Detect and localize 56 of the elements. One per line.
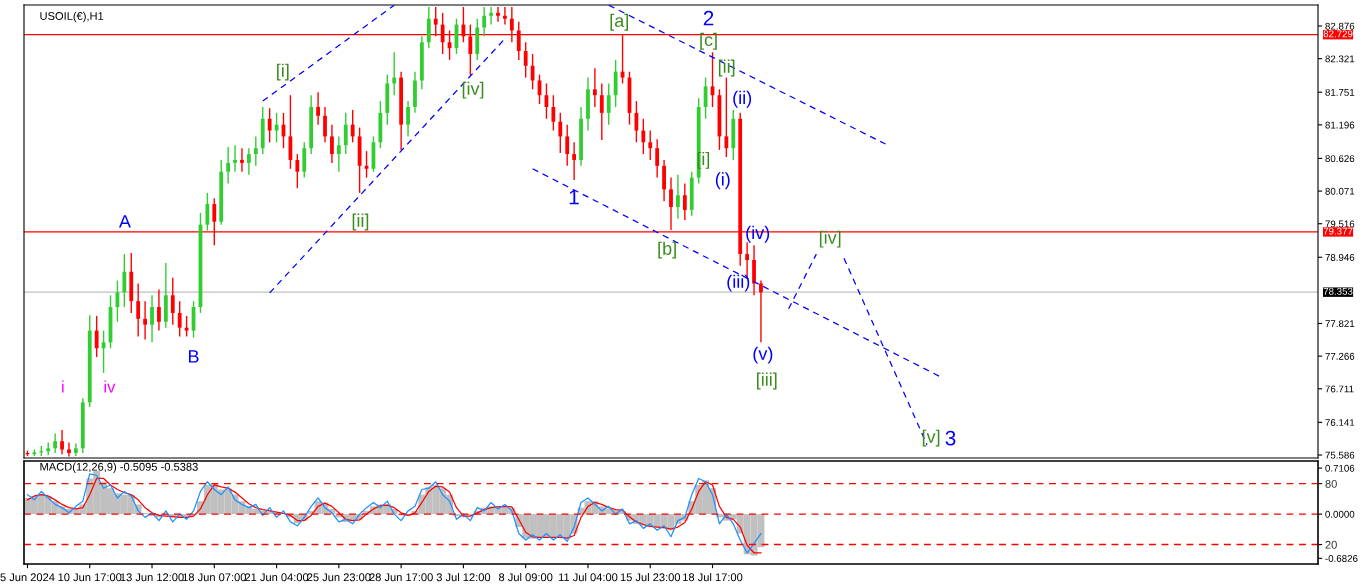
x-tick-label: 5 Jun 2024: [0, 573, 55, 582]
x-tick-label: 28 Jun 17:00: [369, 573, 433, 582]
y-tick-label: 0.0000: [1325, 510, 1355, 518]
annotation: [ii]: [718, 59, 735, 77]
annotation: [a]: [610, 13, 628, 31]
y-tick-label: 81.196: [1325, 121, 1355, 129]
annotation: i: [62, 380, 64, 393]
x-tick-label: 25 Jun 23:00: [307, 573, 371, 582]
y-tick-label: 82.321: [1325, 55, 1355, 63]
annotation: 1: [569, 189, 579, 205]
annotation: (ii): [733, 90, 752, 108]
x-tick-label: 8 Jul 09:00: [498, 573, 553, 582]
y-tick-label: 79.516: [1325, 220, 1355, 228]
x-tick-label: 18 Jun 07:00: [183, 573, 246, 582]
ref-line-label: 82.729: [1323, 30, 1353, 38]
x-tick-label: 15 Jul 23:00: [620, 573, 681, 582]
y-tick-label: 0.7106: [1325, 464, 1355, 472]
ref-line-label: 78.353: [1323, 287, 1353, 295]
annotation: [b]: [658, 241, 676, 259]
x-tick-label: 10 Jun 17:00: [58, 573, 122, 582]
annotation: [iv]: [819, 230, 841, 248]
annotation: A: [118, 215, 131, 228]
y-tick-label: -0.6826: [1325, 555, 1358, 562]
x-tick-label: 18 Jul 17:00: [683, 573, 743, 582]
x-tick-label: 21 Jun 04:00: [245, 573, 309, 582]
chart-title: MACD(12,26,9) -0.5095 -0.5383: [40, 462, 198, 473]
y-tick-label: 77.821: [1325, 320, 1355, 328]
annotation: (i): [715, 172, 730, 190]
x-tick-label: 3 Jul 12:00: [436, 573, 491, 582]
y-tick-label: 76.711: [1325, 385, 1354, 393]
y-tick-label: 80.626: [1325, 155, 1355, 163]
annotation: [v]: [922, 429, 940, 447]
y2-tick-label: 80: [1325, 479, 1337, 488]
x-tick-label: 11 Jul 04:00: [558, 573, 618, 582]
annotation: 3: [945, 430, 956, 446]
annotation: [ii]: [352, 213, 369, 231]
ref-line-label: 79.377: [1323, 227, 1353, 235]
annotation: (iii): [727, 274, 750, 292]
annotation: [iii]: [757, 372, 777, 390]
y-tick-label: 81.751: [1325, 88, 1355, 96]
x-tick-label: 13 Jun 12:00: [120, 573, 184, 582]
annotation: [i]: [277, 63, 289, 81]
y-tick-label: 77.266: [1325, 352, 1355, 360]
y-tick-label: 82.876: [1325, 22, 1355, 30]
y2-tick-label: 20: [1325, 540, 1337, 549]
y-tick-label: 78.946: [1325, 254, 1355, 261]
text: USOIL(€),H1: [40, 11, 104, 23]
annotation: B: [188, 350, 199, 363]
y-tick-label: 76.141: [1325, 419, 1355, 426]
annotation: [c]: [700, 32, 717, 50]
annotation: [iv]: [462, 81, 484, 99]
annotation: iv: [104, 380, 116, 393]
y-tick-label: 75.586: [1325, 451, 1355, 459]
annotation: 2: [703, 10, 714, 26]
annotation: (v): [753, 346, 773, 364]
y-tick-label: 80.071: [1325, 187, 1355, 195]
